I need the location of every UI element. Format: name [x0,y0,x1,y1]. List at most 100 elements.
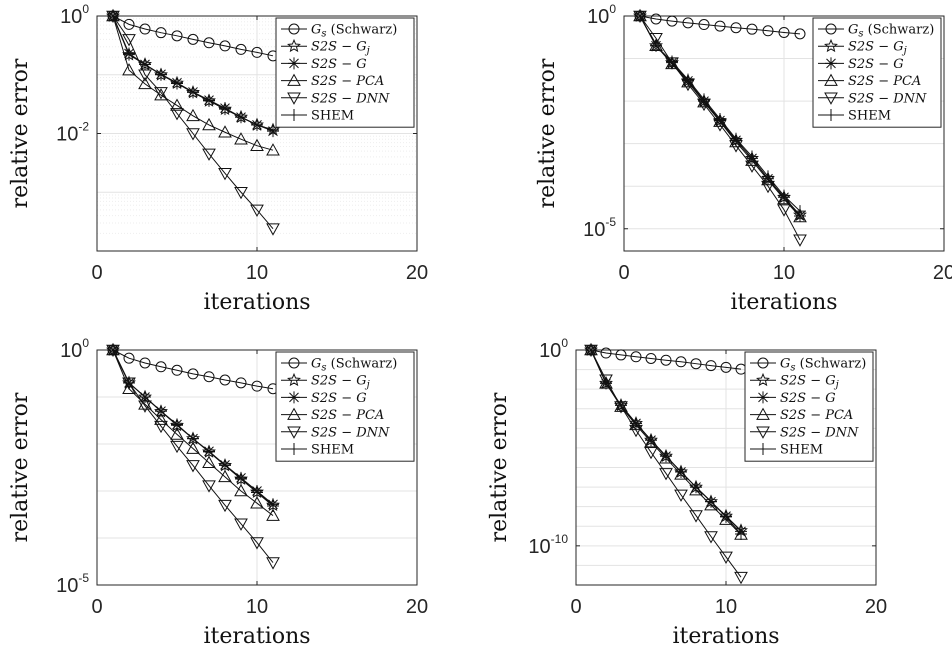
legend-label: S2S − PCA [848,74,921,89]
series-triangle-down [106,10,280,236]
data-point [187,432,199,445]
data-point [154,88,168,101]
legend-marker [757,443,769,455]
x-tick-label: 20 [406,596,428,618]
legend-marker [287,38,301,53]
data-point [123,352,135,364]
legend-label: S2S − Gj [780,374,839,391]
data-point [154,412,168,425]
chart-panel-4: 0 10 20 100 10-10 iterations relative error Gs … [487,336,887,649]
data-point [219,374,231,386]
legend-entry: S2S − PCA [281,73,384,89]
series-line [112,349,274,506]
legend-entry: S2S − PCA [281,407,384,423]
data-point [630,417,642,430]
data-point [202,117,216,131]
series-triangle-up [106,8,280,156]
data-point [266,223,280,236]
data-point [266,508,280,521]
legend-entry: SHEM [750,443,823,458]
y-tick-label: 10-10 [528,532,568,558]
data-point [123,18,135,30]
data-point [719,551,733,564]
legend-label: SHEM [311,443,354,458]
data-point [714,112,726,125]
data-point [202,480,216,493]
data-point [234,132,248,145]
data-point [666,15,678,27]
chart-panel-1: 0 10 20 100 10-2 iterations relative error Gs (… [8,2,428,315]
data-point [778,26,790,38]
data-point [762,170,774,183]
legend-entry: S2S − DNN [281,91,390,106]
series-asterisk [585,344,747,538]
data-point [203,94,215,107]
data-point [705,360,717,372]
legend-label: S2S − PCA [311,408,384,423]
legend-marker [824,92,838,105]
legend-entry: Gs (Schwarz) [281,357,397,374]
x-tick-label: 0 [91,596,102,618]
data-point [234,483,248,497]
legend-marker [288,109,300,121]
data-point [186,128,200,141]
legend-label: S2S − Gj [311,40,370,57]
series-line [112,15,274,131]
series-triangle-up [584,342,748,540]
data-point [155,361,167,373]
data-point [630,351,642,363]
legend-entry: SHEM [818,109,891,124]
data-point [666,55,678,68]
data-point [122,381,136,395]
data-point [171,30,183,42]
legend-entry: Gs (Schwarz) [281,23,397,40]
legend-entry: SHEM [281,443,354,458]
data-point [250,204,264,217]
data-point [122,63,136,76]
data-point [154,420,168,434]
legend-label: S2S − DNN [848,91,927,106]
data-point [139,23,151,35]
data-point [704,531,718,544]
y-tick-label: 100 [60,336,89,362]
legend-label: Gs (Schwarz) [311,23,397,40]
legend-entry: S2S − G [281,57,367,72]
data-point [793,234,807,247]
data-point [705,495,717,508]
legend-entry: S2S − G [281,391,367,406]
data-point [202,148,216,161]
data-point [218,469,232,483]
legend-entry: S2S − DNN [750,425,859,440]
legend-label: S2S − G [311,391,367,406]
x-tick-label: 10 [715,596,737,618]
data-point [251,46,263,58]
legend-label: SHEM [780,443,823,458]
data-point [155,405,167,418]
x-axis-label: iterations [672,624,779,649]
y-tick-label: 10-2 [56,120,89,146]
data-point [155,68,167,81]
data-point [650,39,662,52]
x-tick-label: 0 [91,262,102,284]
data-point [675,465,687,478]
data-point [235,111,247,124]
data-point [734,571,748,585]
data-point [660,354,672,366]
data-point [690,481,702,494]
data-point [267,499,279,512]
data-point [777,204,791,217]
data-point [107,10,119,22]
legend-label: Gs (Schwarz) [311,357,397,374]
legend-entry: S2S − PCA [750,407,853,423]
series-line [639,15,801,241]
x-tick-label: 20 [865,596,887,618]
data-point [644,434,658,448]
data-point [138,76,152,90]
legend-label: SHEM [311,109,354,124]
y-axis-label: relative error [8,58,33,208]
data-point [794,28,806,40]
series-line [112,15,274,131]
data-point [735,528,747,541]
series-plus [107,344,279,512]
